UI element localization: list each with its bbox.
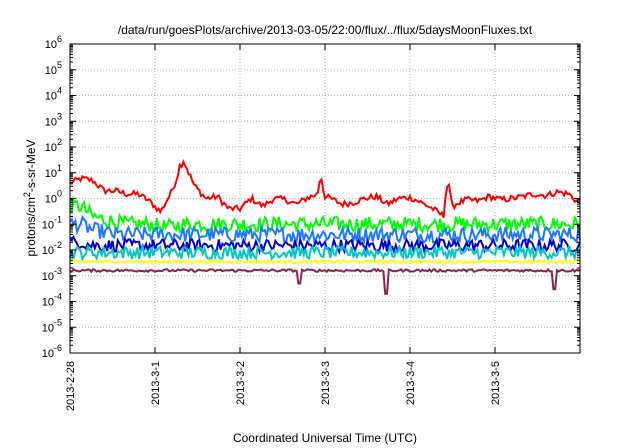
series-group [69,159,581,295]
x-tick-label: 2013-2-28 [65,361,77,411]
series-line [69,214,581,245]
series-line [69,267,581,295]
chart-title: /data/run/goesPlots/archive/2013-03-05/2… [118,23,533,37]
y-tick-label: 10-4 [42,292,62,309]
y-axis-label-rest: -s-sr-MeV [24,139,38,192]
x-tick-label: 2013-3-1 [150,361,162,405]
y-tick-label: 10-6 [42,343,62,360]
x-ticks: 2013-2-28 2013-3-1 2013-3-2 2013-3-3 2013-3-… [65,44,502,411]
series-line [69,195,581,236]
y-axis-label-main: protons/cm [24,197,38,256]
y-tick-label: 103 [45,111,62,128]
y-ticks: 10-6 10-5 10-4 10-3 10-2 10-1 100 101 102 103 104 1… [42,34,580,360]
y-tick-label: 100 [45,189,62,206]
y-tick-label: 10-5 [42,317,62,334]
x-tick-label: 2013-3-4 [405,361,417,405]
y-tick-label: 10-1 [42,214,62,231]
series-line [69,159,581,219]
x-axis-label: Coordinated Universal Time (UTC) [233,431,417,445]
y-tick-label: 10-3 [42,266,62,283]
series-line [69,259,581,265]
y-tick-label: 105 [45,60,62,77]
series-line [69,242,581,262]
y-tick-label: 106 [45,34,62,51]
x-tick-label: 2013-3-3 [320,361,332,405]
y-tick-label: 102 [45,137,62,154]
y-axis-label-sup: 2 [22,192,32,197]
y-tick-label: 104 [45,86,62,103]
x-tick-label: 2013-3-2 [235,361,247,405]
y-tick-label: 10-2 [42,240,62,257]
x-tick-label: 2013-3-5 [490,361,502,405]
y-axis-label: protons/cm2-s-sr-MeV [22,139,38,256]
y-tick-label: 101 [45,163,62,180]
